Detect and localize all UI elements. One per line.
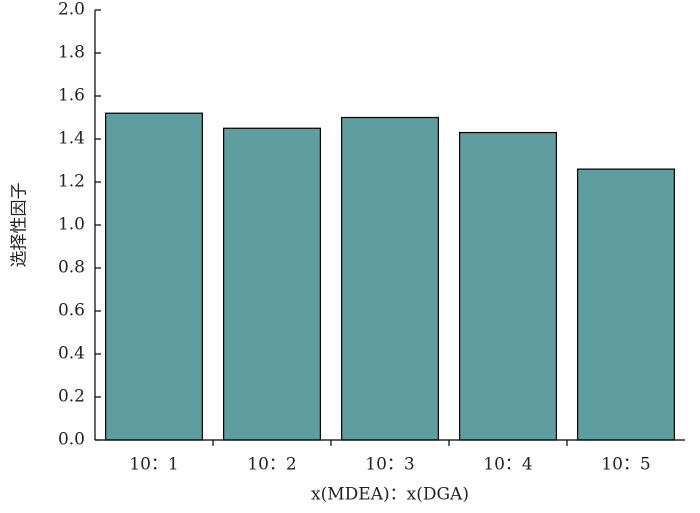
x-tick-label: 10：1 — [129, 455, 178, 475]
y-tick-label: 0.0 — [58, 430, 85, 450]
x-tick-label: 10：2 — [247, 455, 296, 475]
y-tick-label: 2.0 — [58, 0, 85, 20]
x-tick-label: 10：3 — [365, 455, 414, 475]
y-tick-label: 0.2 — [58, 387, 85, 407]
x-axis-label: x(MDEA)：x(DGA) — [311, 485, 469, 505]
bar — [105, 112, 203, 441]
bar — [223, 127, 321, 441]
y-tick-label: 1.6 — [58, 86, 85, 106]
y-tick-label: 1.4 — [58, 129, 85, 149]
y-tick-label: 0.6 — [58, 301, 85, 321]
y-tick-label: 1.8 — [58, 43, 85, 63]
y-axis-label: 选择性因子 — [10, 183, 30, 268]
y-tick-label: 1.2 — [58, 172, 85, 192]
bar — [341, 116, 439, 441]
y-tick-label: 1.0 — [58, 215, 85, 235]
x-tick-label: 10：5 — [601, 455, 650, 475]
x-tick-label: 10：4 — [483, 455, 532, 475]
bar — [577, 168, 675, 441]
y-tick-label: 0.4 — [58, 344, 85, 364]
bar — [459, 131, 557, 441]
y-tick-label: 0.8 — [58, 258, 85, 278]
